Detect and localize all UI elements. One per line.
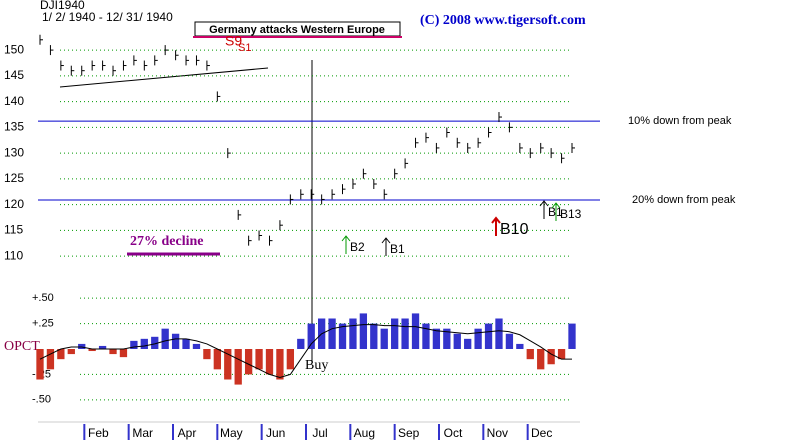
bar (391, 318, 399, 349)
y-axis-label: OPCT (4, 339, 40, 354)
bar (182, 338, 190, 349)
bar (307, 323, 315, 349)
bar (265, 349, 274, 375)
bar (46, 349, 55, 370)
signal-label: S1 (238, 42, 251, 54)
signal-arrow (551, 202, 561, 221)
signal-label: B13 (560, 207, 582, 221)
bar (557, 349, 566, 360)
y-tick-label: +.50 (32, 292, 54, 304)
bar (547, 349, 555, 365)
chart-subtitle: 1/ 2/ 1940 - 12/ 31/ 1940 (42, 10, 173, 24)
x-tick-label: Jun (266, 426, 285, 440)
y-tick-label: 120 (4, 197, 24, 211)
bar (338, 323, 347, 349)
y-tick-label: 115 (4, 223, 23, 237)
x-tick-label: Nov (487, 426, 508, 440)
bar (484, 323, 493, 349)
bar (234, 349, 242, 385)
bar (224, 349, 232, 380)
bar (140, 338, 148, 349)
x-tick-label: Oct (444, 426, 463, 440)
bar (130, 340, 138, 349)
bar (276, 349, 284, 380)
trend-line (59, 67, 269, 88)
reference-label: 10% down from peak (628, 115, 732, 127)
signal-arrow (341, 235, 351, 254)
signal-arrow (539, 200, 549, 219)
decline-label: 27% decline (130, 234, 204, 249)
chart-title: DJI1940 (40, 0, 85, 12)
bar (401, 318, 409, 349)
bar (443, 328, 451, 349)
bar (57, 349, 65, 360)
y-tick-label: 150 (4, 42, 24, 56)
bar (192, 343, 201, 349)
bar (516, 343, 524, 349)
x-tick-label: Aug (354, 426, 375, 440)
bar (432, 328, 441, 349)
bar (495, 318, 503, 349)
bar (464, 338, 472, 349)
bar (359, 313, 368, 349)
bar (286, 349, 295, 370)
y-tick-label: 140 (4, 94, 24, 108)
bar (36, 349, 44, 380)
y-tick-label: 125 (4, 171, 24, 185)
x-tick-label: Jul (312, 426, 327, 440)
x-tick-label: Dec (531, 426, 552, 440)
bar (67, 349, 75, 355)
bar (505, 333, 514, 349)
y-tick-label: -.50 (32, 394, 51, 406)
x-tick-label: Feb (88, 426, 109, 440)
bar (328, 318, 336, 349)
bar (568, 323, 576, 349)
bar (370, 323, 378, 349)
bar (203, 349, 211, 360)
bar (98, 345, 107, 349)
x-tick-label: Mar (132, 426, 153, 440)
bar (422, 323, 430, 349)
bar (411, 313, 420, 349)
y-tick-label: 145 (4, 68, 24, 82)
bar (453, 333, 461, 349)
bar (109, 349, 117, 355)
bar (380, 328, 388, 349)
copyright: (C) 2008 www.tigersoft.com (420, 13, 586, 28)
x-tick-label: Apr (178, 426, 197, 440)
signal-arrow (491, 216, 501, 236)
signal-label: B1 (390, 242, 405, 256)
bar (526, 349, 534, 360)
reference-label: 20% down from peak (632, 194, 736, 206)
event-label: Germany attacks Western Europe (209, 24, 385, 36)
bar (244, 349, 253, 375)
bar (349, 318, 357, 349)
y-tick-label: 130 (4, 145, 24, 159)
x-tick-label: May (220, 426, 243, 440)
signal-arrow (381, 237, 391, 256)
bar (255, 349, 263, 370)
y-tick-label: 135 (4, 120, 24, 134)
y-tick-label: 110 (4, 248, 23, 262)
bar (88, 349, 96, 352)
y-tick-label: +.25 (32, 317, 54, 329)
bar (297, 338, 305, 349)
bar (119, 349, 128, 358)
bar (171, 333, 180, 349)
bar (213, 349, 221, 370)
bar (474, 328, 482, 349)
bar (151, 336, 159, 349)
signal-label: B10 (500, 221, 529, 238)
signal-label: S9 (225, 33, 242, 49)
bar (78, 343, 86, 349)
buy-label: Buy (305, 358, 328, 373)
x-tick-label: Sep (398, 426, 420, 440)
bar (537, 349, 545, 370)
ma-line (39, 324, 572, 378)
bar (161, 328, 169, 349)
signal-label: B2 (350, 240, 365, 254)
